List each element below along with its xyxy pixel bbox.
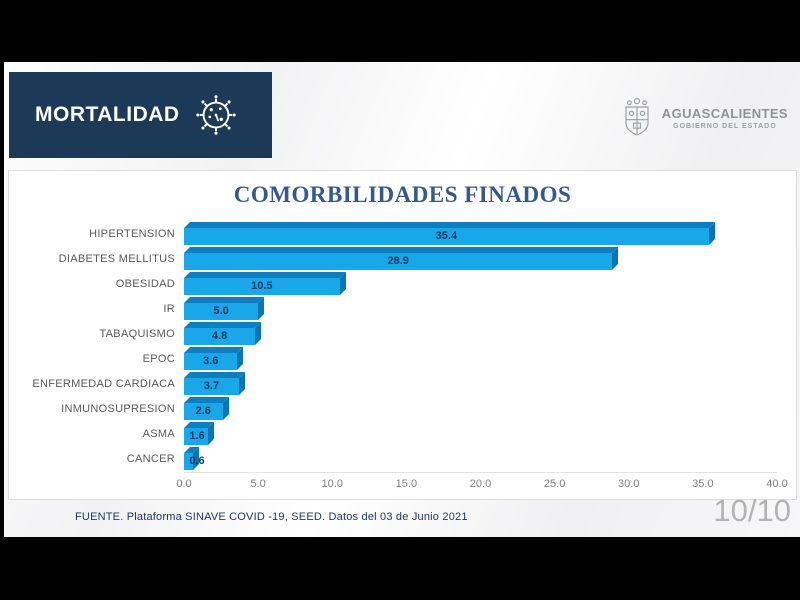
x-tick-label: 35.0 bbox=[692, 478, 714, 490]
chart-row: INMUNOSUPRESION 2.6 bbox=[9, 397, 777, 422]
value-label: 3.6 bbox=[203, 355, 219, 367]
bar-track: 0.6 bbox=[184, 447, 777, 472]
bar-track: 3.7 bbox=[184, 372, 777, 397]
bar-track: 2.6 bbox=[184, 397, 777, 422]
x-tick-label: 25.0 bbox=[543, 478, 566, 490]
x-tick-label: 0.0 bbox=[176, 478, 192, 490]
chart-row: HIPERTENSION 35.4 bbox=[9, 222, 777, 247]
category-label: ENFERMEDAD CARDIACA bbox=[32, 378, 175, 390]
state-logo: AGUASCALIENTES GOBIERNO DEL ESTADO bbox=[620, 96, 788, 140]
slide-page-indicator: 10/10 bbox=[713, 493, 791, 528]
chart-row: OBESIDAD 10.5 bbox=[9, 272, 777, 297]
x-tick-label: 5.0 bbox=[250, 478, 266, 490]
bar bbox=[184, 428, 208, 445]
category-label: IR bbox=[163, 303, 175, 315]
value-label: 3.7 bbox=[203, 380, 220, 392]
bar-track: 4.8 bbox=[184, 322, 777, 347]
logo-subtitle: GOBIERNO DEL ESTADO bbox=[673, 123, 777, 130]
category-label: ASMA bbox=[142, 428, 175, 440]
category-label: CANCER bbox=[126, 453, 175, 465]
value-label: 1.6 bbox=[189, 430, 205, 442]
source-note: FUENTE. Plataforma SINAVE COVID -19, SEE… bbox=[75, 511, 468, 523]
bar-track: 5.0 bbox=[184, 297, 777, 322]
x-axis: 0.0 5.0 10.0 15.0 20.0 25.0 30.0 35.0 40.0 bbox=[176, 472, 788, 493]
category-label: DIABETES MELLITUS bbox=[58, 253, 175, 265]
header-title: MORTALIDAD bbox=[35, 103, 180, 126]
bar-track: 3.6 bbox=[184, 347, 777, 372]
logo-name: AGUASCALIENTES bbox=[661, 106, 788, 121]
chart-row: DIABETES MELLITUS 28.9 bbox=[9, 247, 777, 272]
value-label: 5.0 bbox=[213, 305, 229, 317]
virus-icon bbox=[195, 95, 236, 135]
chart-row: TABAQUISMO 4.8 bbox=[9, 322, 777, 347]
chart-row: EPOC 3.6 bbox=[9, 347, 777, 372]
bar-track: 35.4 bbox=[184, 222, 777, 247]
value-label: 4.8 bbox=[211, 330, 228, 342]
chart-row: ASMA 1.6 bbox=[9, 422, 777, 447]
bar bbox=[184, 453, 193, 470]
bar-track: 28.9 bbox=[184, 247, 777, 272]
bar bbox=[184, 328, 256, 345]
bar bbox=[184, 278, 340, 295]
bar bbox=[184, 228, 709, 245]
chart-title: COMORBILIDADES FINADOS bbox=[233, 182, 572, 207]
bar bbox=[184, 253, 613, 270]
category-label: EPOC bbox=[142, 353, 175, 365]
bar bbox=[184, 403, 223, 420]
chart-row: CANCER 0.6 bbox=[9, 447, 777, 472]
chart-row: ENFERMEDAD CARDIACA 3.7 bbox=[9, 372, 777, 397]
x-tick-label: 15.0 bbox=[395, 478, 418, 490]
bar-track: 1.6 bbox=[184, 422, 777, 447]
x-tick-label: 10.0 bbox=[321, 478, 343, 490]
logo-text: AGUASCALIENTES GOBIERNO DEL ESTADO bbox=[662, 106, 788, 130]
category-label: INMUNOSUPRESION bbox=[61, 403, 175, 415]
slide: MORTALIDAD bbox=[4, 62, 800, 537]
header-banner: MORTALIDAD bbox=[9, 72, 272, 158]
value-label: 10.5 bbox=[251, 280, 273, 292]
value-label: 35.4 bbox=[435, 230, 458, 242]
coat-of-arms-icon bbox=[625, 97, 649, 136]
x-tick-label: 30.0 bbox=[618, 478, 640, 490]
category-label: OBESIDAD bbox=[115, 278, 175, 290]
bar bbox=[184, 353, 238, 370]
chart-row: IR 5.0 bbox=[9, 297, 777, 322]
chart-panel: COMORBILIDADES FINADOS HIPERTENSION 35.4 D… bbox=[8, 170, 797, 500]
value-label: 2.6 bbox=[195, 405, 211, 417]
bar bbox=[184, 303, 259, 320]
category-label: TABAQUISMO bbox=[99, 328, 175, 340]
value-label: 0.6 bbox=[189, 455, 205, 467]
value-label: 28.9 bbox=[387, 255, 409, 267]
category-label: HIPERTENSION bbox=[89, 228, 175, 240]
bar-track: 10.5 bbox=[184, 272, 777, 297]
x-tick-label: 40.0 bbox=[766, 478, 788, 490]
chart-rows: HIPERTENSION 35.4 DIABETES MELLITUS 28.9 OBE… bbox=[9, 222, 777, 472]
x-tick-label: 20.0 bbox=[469, 478, 492, 490]
bar bbox=[184, 378, 239, 395]
